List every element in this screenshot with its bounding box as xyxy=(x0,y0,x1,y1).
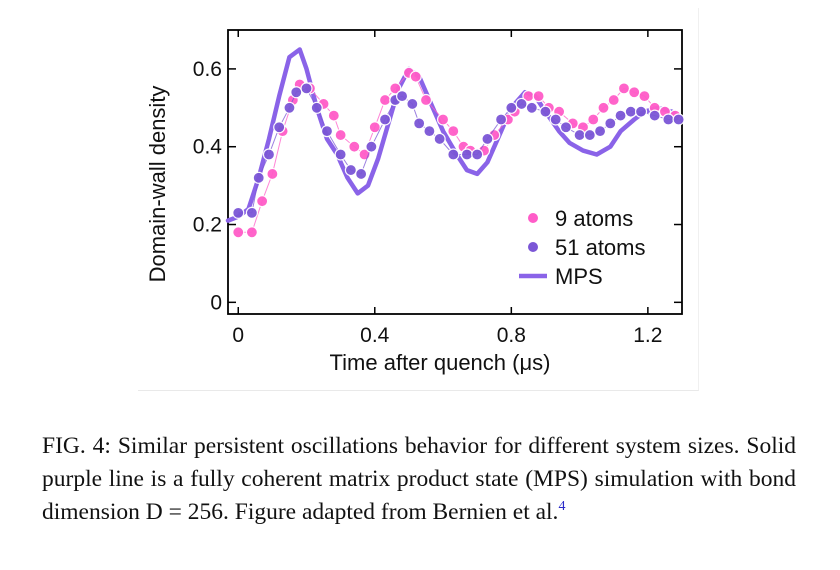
data-point-51-atoms xyxy=(378,113,392,126)
data-point-9-atoms xyxy=(389,82,402,95)
data-point-51-atoms xyxy=(252,171,265,184)
data-point-9-atoms xyxy=(587,113,600,126)
data-point-9-atoms xyxy=(532,90,545,103)
data-point-51-atoms xyxy=(395,90,409,103)
data-point-51-atoms xyxy=(290,86,303,99)
data-point-9-atoms xyxy=(597,101,610,114)
y-tick-label: 0.2 xyxy=(193,214,222,237)
series-connector-51-atoms xyxy=(238,87,679,214)
x-tick-label: 1.2 xyxy=(633,324,662,347)
y-tick-label: 0.6 xyxy=(193,58,222,81)
plot-frame xyxy=(227,29,683,315)
data-point-51-atoms xyxy=(262,148,276,161)
data-point-9-atoms xyxy=(266,167,279,181)
data-point-9-atoms xyxy=(256,195,269,208)
legend-label-9-atoms: 9 atoms xyxy=(555,206,633,231)
data-point-9-atoms xyxy=(638,90,651,103)
x-tick-label: 0 xyxy=(232,324,244,347)
x-axis-label: Time after quench (μs) xyxy=(330,350,551,375)
data-point-51-atoms xyxy=(559,121,573,134)
data-point-9-atoms xyxy=(327,109,340,122)
data-point-51-atoms xyxy=(593,125,607,138)
data-point-9-atoms xyxy=(245,226,258,239)
data-point-9-atoms xyxy=(628,86,641,99)
legend-label-51-atoms: 51 atoms xyxy=(555,235,646,260)
data-point-9-atoms xyxy=(436,113,450,126)
data-point-9-atoms xyxy=(232,226,245,239)
legend-marker-9-atoms xyxy=(527,212,539,224)
x-tick-label: 0.4 xyxy=(360,324,390,347)
x-tick-label: 0.8 xyxy=(497,324,526,347)
data-point-9-atoms xyxy=(368,121,381,134)
y-tick-label: 0 xyxy=(210,291,222,314)
data-point-51-atoms xyxy=(273,121,286,134)
data-point-9-atoms xyxy=(348,140,361,153)
data-point-51-atoms xyxy=(310,101,323,114)
data-point-51-atoms xyxy=(334,148,347,161)
citation-reference: 4 xyxy=(558,499,566,514)
data-point-51-atoms xyxy=(583,128,596,142)
legend: 9 atoms 51 atoms MPS xyxy=(519,206,646,289)
figure-panel: 0 0.4 0.8 1.2 0 0.2 0.4 0.6 9 atoms 51 atoms MPS … xyxy=(138,8,699,391)
data-point-51-atoms xyxy=(549,113,562,126)
data-point-51-atoms xyxy=(614,109,627,122)
data-point-51-atoms xyxy=(539,105,552,118)
data-point-51-atoms xyxy=(232,206,245,219)
data-point-9-atoms xyxy=(607,93,620,107)
data-point-51-atoms xyxy=(355,167,368,181)
data-point-51-atoms xyxy=(481,132,494,146)
data-point-9-atoms xyxy=(409,70,422,83)
caption-text: FIG. 4: Similar persistent oscillations … xyxy=(42,433,796,525)
data-point-51-atoms xyxy=(365,140,378,153)
data-point-51-atoms xyxy=(662,113,675,126)
data-point-51-atoms xyxy=(460,148,474,161)
data-point-51-atoms xyxy=(505,101,518,114)
data-point-51-atoms xyxy=(447,148,460,161)
data-point-51-atoms xyxy=(423,125,436,138)
data-point-51-atoms xyxy=(515,97,528,111)
data-point-51-atoms xyxy=(433,132,446,146)
series-line-mps xyxy=(225,47,685,223)
data-point-51-atoms xyxy=(604,117,617,130)
data-point-51-atoms xyxy=(320,125,334,138)
data-point-51-atoms xyxy=(413,117,426,130)
data-point-9-atoms xyxy=(617,82,631,95)
y-axis-label: Domain-wall density xyxy=(145,86,170,283)
data-point-51-atoms xyxy=(494,113,508,126)
data-point-51-atoms xyxy=(525,101,538,114)
data-point-51-atoms xyxy=(624,105,637,118)
data-point-51-atoms xyxy=(634,105,648,118)
data-point-9-atoms xyxy=(378,93,392,107)
data-point-51-atoms xyxy=(245,206,258,219)
data-point-51-atoms xyxy=(648,109,661,122)
data-point-9-atoms xyxy=(419,93,433,107)
data-point-51-atoms xyxy=(471,148,484,161)
figure-caption: FIG. 4: Similar persistent oscillations … xyxy=(42,430,796,529)
data-point-51-atoms xyxy=(300,82,313,95)
data-point-51-atoms xyxy=(406,97,419,111)
data-point-51-atoms xyxy=(283,101,296,114)
legend-marker-51-atoms xyxy=(527,241,539,253)
y-tick-label: 0.4 xyxy=(193,136,223,159)
data-point-9-atoms xyxy=(447,125,460,138)
data-point-51-atoms xyxy=(672,113,685,126)
legend-label-mps: MPS xyxy=(555,264,603,289)
data-point-9-atoms xyxy=(334,128,347,142)
data-point-51-atoms xyxy=(344,163,357,177)
data-point-51-atoms xyxy=(573,128,586,142)
